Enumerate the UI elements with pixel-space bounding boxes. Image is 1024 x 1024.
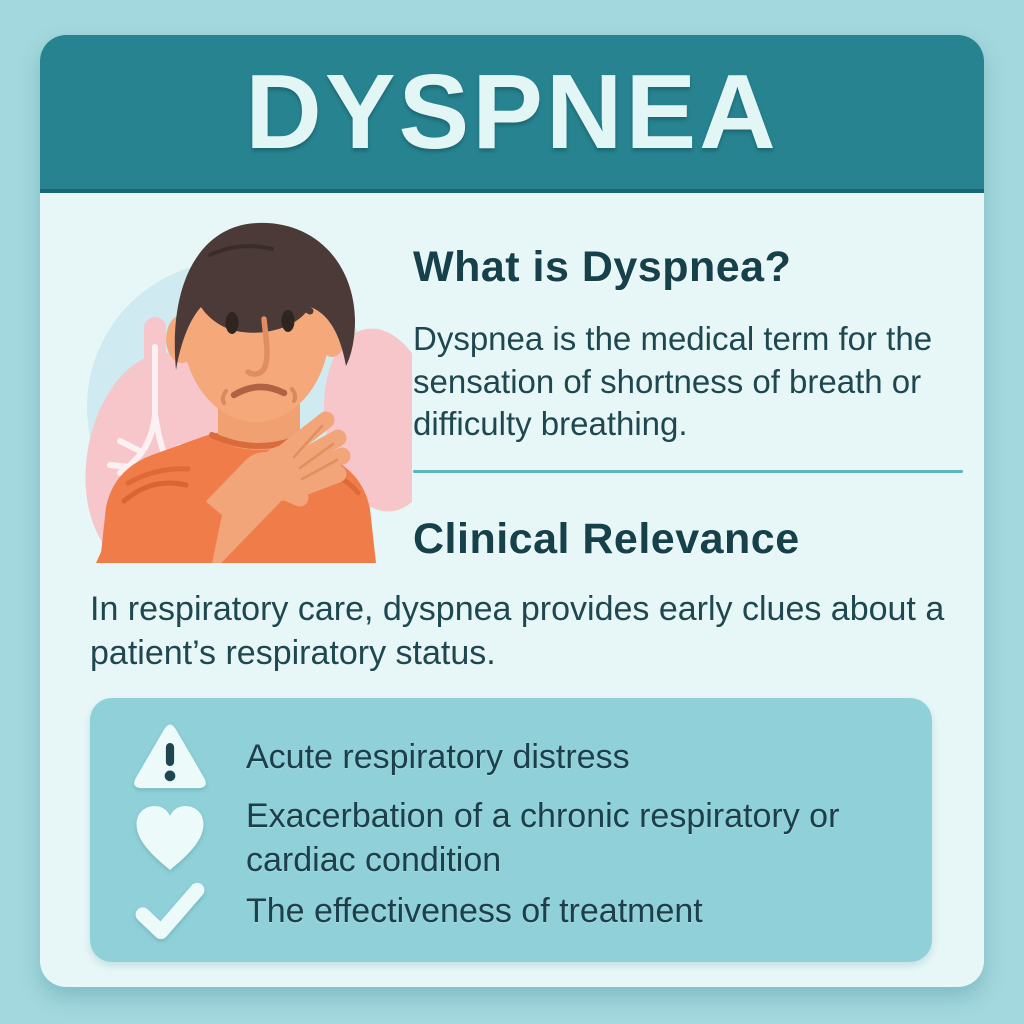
list-item-exacerbation: Exacerbation of a chronic respiratory or… [124,794,898,882]
list-item-label: The effectiveness of treatment [246,892,703,931]
list-item-treatment: The effectiveness of treatment [124,882,898,940]
poster-title: DYSPNEA [245,52,779,171]
patient-illustration [60,215,412,563]
clinical-body: In respiratory care, dyspnea provides ea… [90,590,945,672]
heart-icon [124,803,216,873]
list-item-label: Acute respiratory distress [246,737,630,776]
definition-section: What is Dyspnea? Dyspnea is the medical … [413,243,979,564]
indicators-panel: Acute respiratory distress Exacerbation … [90,698,932,962]
checkmark-icon [124,882,216,940]
title-banner: DYSPNEA [40,35,984,193]
definition-body: Dyspnea is the medical term for the sens… [413,320,933,443]
man-hand-on-chest-illustration [85,222,412,563]
clinical-heading: Clinical Relevance [413,514,800,563]
list-item-label: Exacerbation of a chronic respiratory or… [246,797,840,880]
warning-triangle-icon [124,720,216,794]
infographic-card: DYSPNEA [40,35,984,987]
list-item-acute-distress: Acute respiratory distress [124,720,898,794]
definition-heading: What is Dyspnea? [413,243,792,291]
section-divider [413,469,963,473]
